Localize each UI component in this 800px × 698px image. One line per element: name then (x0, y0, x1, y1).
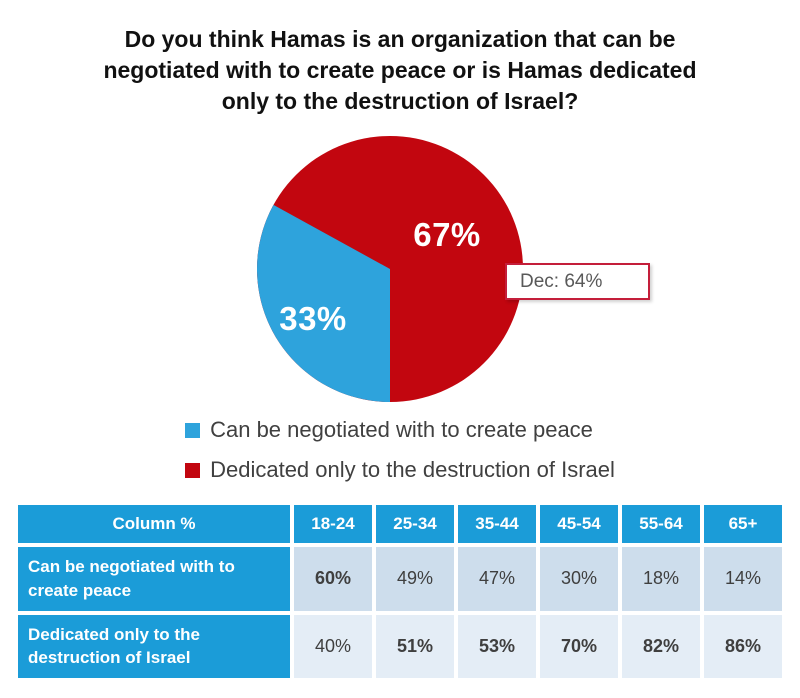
annotation-callout: Dec: 64% (505, 263, 650, 300)
pie-slice-minority (257, 204, 390, 402)
column-header: 18-24 (294, 505, 372, 543)
pie-chart (257, 136, 523, 402)
chart-title: Do you think Hamas is an organization th… (103, 26, 697, 114)
column-header: 35-44 (458, 505, 536, 543)
row-label: Dedicated only to the destruction of Isr… (18, 614, 290, 679)
table-cell: 47% (458, 547, 536, 611)
table-cell: 86% (704, 614, 782, 679)
legend-label: Dedicated only to the destruction of Isr… (210, 457, 615, 482)
row-label: Can be negotiated with to create peace (18, 547, 290, 611)
table-cell: 40% (294, 614, 372, 679)
legend-swatch-red-icon (185, 462, 201, 478)
table-cell: 60% (294, 547, 372, 611)
table-cell: 49% (376, 547, 454, 611)
table-cell: 53% (458, 614, 536, 679)
table-header-row: Column % 18-24 25-34 35-44 45-54 55-64 6… (18, 505, 782, 543)
table-cell: 30% (540, 547, 618, 611)
table-cell: 18% (622, 547, 700, 611)
column-header: Column % (18, 505, 290, 543)
table-cell: 82% (622, 614, 700, 679)
table-row: Dedicated only to the destruction of Isr… (18, 614, 782, 679)
chart-legend: Can be negotiated with to create peace D… (185, 417, 615, 483)
table-cell: 70% (540, 614, 618, 679)
legend-swatch-blue-icon (185, 422, 201, 438)
annotation-text: Dec: 64% (520, 270, 603, 292)
pie-data-label-majority: 67% (413, 216, 481, 253)
column-header: 65+ (704, 505, 782, 543)
table-row: Can be negotiated with to create peace 60… (18, 547, 782, 611)
pie-data-label-minority: 33% (279, 300, 347, 337)
table-body: Can be negotiated with to create peace 60… (18, 547, 782, 679)
table-cell: 51% (376, 614, 454, 679)
age-breakdown-table: Column % 18-24 25-34 35-44 45-54 55-64 6… (14, 501, 786, 682)
column-header: 55-64 (622, 505, 700, 543)
table-cell: 14% (704, 547, 782, 611)
pie-chart-area: 67% 33% Dec: 64% (0, 117, 800, 409)
column-header: 45-54 (540, 505, 618, 543)
legend-item-destruction: Dedicated only to the destruction of Isr… (185, 457, 615, 483)
legend-item-negotiated: Can be negotiated with to create peace (185, 417, 615, 443)
column-header: 25-34 (376, 505, 454, 543)
legend-label: Can be negotiated with to create peace (210, 417, 593, 442)
